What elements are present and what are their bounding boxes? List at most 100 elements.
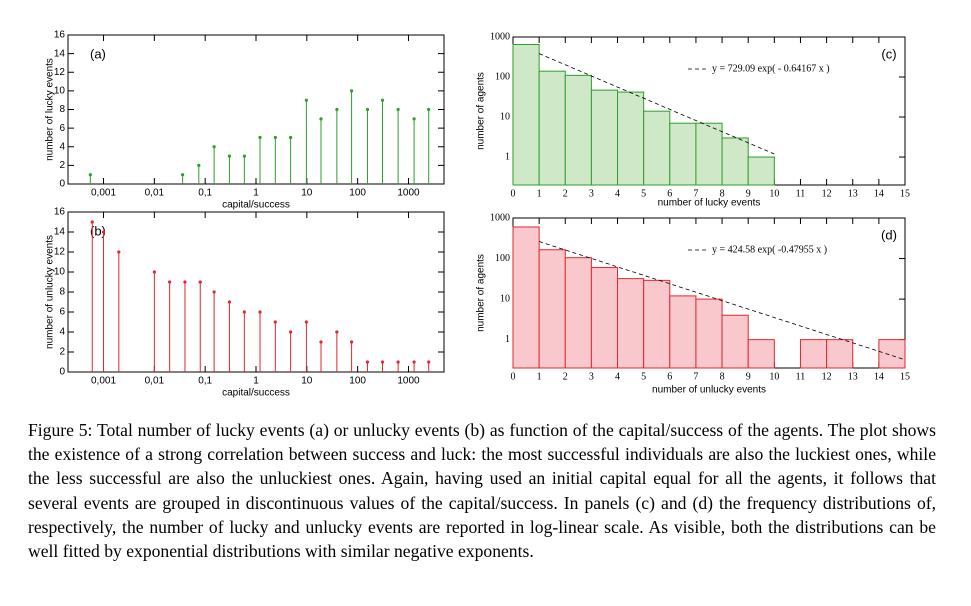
y-tick-label: 100 [495, 253, 510, 264]
y-tick-label: 1 [505, 151, 510, 162]
bar [538, 249, 566, 369]
x-axis-label: number of lucky events [658, 198, 761, 209]
bar [617, 91, 645, 186]
fit-line [538, 53, 775, 155]
x-tick-label: 2 [563, 188, 568, 199]
bar [590, 89, 619, 186]
y-tick-label: 8 [59, 287, 65, 298]
x-axis-label: capital/success [222, 200, 290, 211]
x-tick-label: 1 [537, 371, 542, 382]
y-tick-label: 14 [54, 48, 66, 59]
x-tick-label: 12 [822, 371, 832, 382]
bar [878, 339, 906, 369]
x-tick-label: 6 [667, 188, 672, 199]
stem-point [427, 107, 431, 112]
y-tick-label: 0 [59, 179, 65, 190]
stem-point [152, 270, 156, 274]
x-tick-label: 1000 [397, 376, 420, 387]
x-tick-label: 13 [848, 371, 858, 382]
x-tick-label: 0,01 [145, 188, 165, 199]
plot-frame [67, 34, 445, 185]
x-tick-label: 15 [900, 188, 910, 199]
stem-point [365, 107, 370, 112]
y-tick-label: 6 [59, 307, 65, 318]
x-axis-label: capital/success [222, 388, 290, 399]
x-tick-label: 7 [693, 188, 698, 199]
stem-point [349, 89, 354, 93]
stem-point [227, 300, 232, 304]
x-tick-label: 0 [511, 188, 516, 199]
fit-line [538, 241, 906, 361]
stem-point [117, 250, 121, 254]
x-tick-label: 3 [589, 188, 594, 199]
x-tick-label: 100 [349, 188, 366, 199]
panel-label: (b) [90, 223, 106, 238]
x-tick-label: 12 [822, 188, 832, 199]
x-tick-label: 15 [900, 371, 910, 382]
bar [799, 339, 828, 369]
stem-point [365, 360, 370, 364]
stem-point [197, 163, 201, 167]
stem-point [183, 280, 187, 284]
stem-point [427, 360, 431, 364]
x-tick-label: 14 [874, 371, 884, 382]
x-tick-label: 8 [720, 188, 725, 199]
figure: 0,001 0,01 0,1 1 10 100 10000246810121416capit… [45, 30, 910, 399]
stem-point [380, 98, 385, 102]
stem-point [198, 280, 202, 284]
stem-point [289, 135, 293, 140]
stem-point [181, 173, 185, 177]
x-tick-label: 11 [796, 371, 806, 382]
stem-point [212, 290, 216, 294]
panel-label: (a) [90, 46, 106, 61]
stem-point [168, 280, 172, 284]
legend-label: y = 424.58 exp( -0.47955 x ) [712, 244, 827, 255]
bar [564, 74, 592, 186]
bar [617, 278, 645, 369]
stem-point [227, 154, 232, 158]
y-tick-label: 10 [500, 111, 510, 122]
stem-point [304, 320, 308, 324]
legend-label: y = 729.09 exp( - 0.64167 x ) [712, 63, 830, 74]
bar [669, 122, 697, 186]
y-tick-label: 10 [54, 267, 66, 278]
y-tick-label: 2 [59, 160, 65, 171]
bar [695, 122, 723, 186]
bar [695, 298, 723, 369]
bar [669, 295, 697, 369]
x-tick-label: 9 [746, 188, 751, 199]
bar [643, 279, 671, 369]
x-tick-label: 100 [349, 376, 366, 387]
x-tick-label: 7 [693, 371, 698, 382]
stem-point [335, 330, 339, 334]
x-tick-label: 4 [615, 188, 620, 199]
stem-point [242, 310, 246, 314]
x-tick-label: 0 [511, 371, 516, 382]
x-tick-label: 4 [615, 371, 620, 382]
stem-point [380, 360, 385, 364]
x-tick-label: 5 [641, 371, 646, 382]
y-tick-label: 0 [59, 367, 65, 378]
bar [590, 267, 619, 369]
plot-frame [67, 211, 445, 373]
x-tick-label: 1 [253, 376, 259, 387]
panel-label: (d) [881, 227, 897, 242]
stem-point [319, 340, 323, 344]
y-tick-label: 16 [54, 30, 66, 41]
y-axis-label: number of unlucky events [45, 235, 56, 349]
bar [538, 70, 566, 186]
x-axis-label: number of unlucky events [652, 385, 766, 396]
bar [721, 137, 749, 186]
x-tick-label: 11 [796, 188, 806, 199]
x-tick-label: 10 [769, 188, 779, 199]
stem-point [396, 107, 400, 112]
x-tick-label: 0,001 [91, 188, 116, 199]
y-tick-label: 100 [495, 71, 510, 82]
y-tick-label: 4 [59, 141, 65, 152]
y-tick-label: 10 [500, 293, 510, 304]
x-tick-label: 0,1 [198, 188, 212, 199]
stem-point [396, 360, 400, 364]
caption: Figure 5: Total number of lucky events (… [28, 420, 936, 562]
stem-point [412, 360, 416, 364]
